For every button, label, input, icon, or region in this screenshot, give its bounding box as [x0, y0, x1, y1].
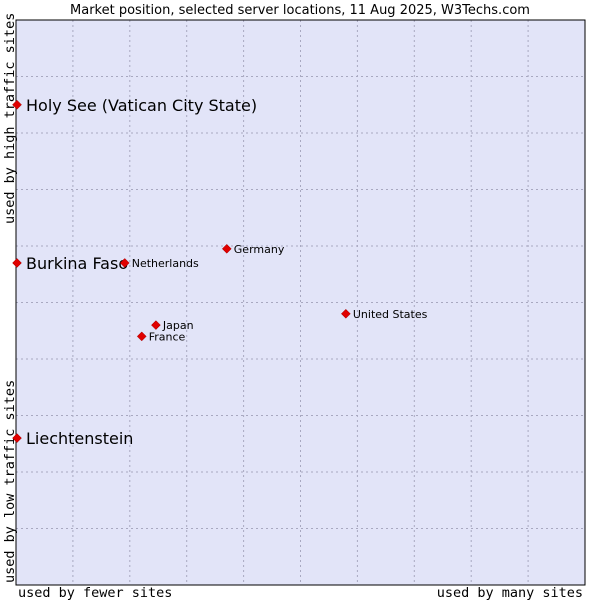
data-point-marker [12, 258, 22, 268]
data-point-marker [151, 320, 161, 330]
chart-title: Market position, selected server locatio… [70, 3, 530, 18]
data-points: Holy See (Vatican City State) Burkina Fas… [12, 96, 428, 448]
y-axis-label-top: used by high traffic sites [2, 13, 18, 224]
data-point-label: Liechtenstein [26, 429, 133, 448]
data-point-label: Germany [234, 243, 285, 256]
data-point-marker [136, 331, 147, 342]
x-axis-label-right: used by many sites [437, 585, 583, 600]
grid-lines [16, 20, 585, 585]
data-point-marker [341, 308, 351, 319]
data-point-marker [221, 243, 232, 254]
y-axis-label-bottom: used by low traffic sites [2, 380, 18, 583]
data-point-label: Holy See (Vatican City State) [26, 96, 257, 115]
data-point-label: France [149, 330, 186, 343]
data-point-label: Japan [162, 319, 194, 332]
data-point-marker [12, 99, 22, 110]
data-point-marker [12, 433, 22, 443]
data-point-label: Burkina Faso [26, 254, 128, 273]
x-axis-label-left: used by fewer sites [18, 585, 172, 600]
plot-frame [15, 19, 586, 586]
data-point-label: Netherlands [132, 257, 199, 270]
data-point-label: United States [353, 308, 428, 321]
data-point-marker [119, 258, 130, 268]
